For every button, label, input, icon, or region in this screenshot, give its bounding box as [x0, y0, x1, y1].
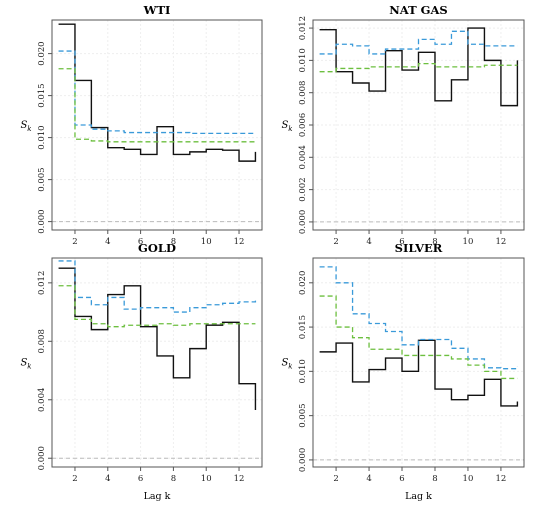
- x-tick-label: 2: [72, 474, 77, 484]
- x-tick-label: 2: [333, 474, 338, 484]
- x-axis-label: Lag k: [144, 491, 171, 502]
- x-tick-label: 6: [399, 237, 404, 247]
- y-tick-label: 0.002: [298, 177, 308, 201]
- y-tick-label: 0.012: [37, 271, 47, 295]
- plot-frame: [312, 257, 525, 468]
- y-tick-label: 0.006: [298, 113, 308, 137]
- y-axis-label-main: S: [20, 358, 27, 369]
- plot-frame: [51, 19, 263, 231]
- y-axis-label-main: S: [20, 120, 27, 131]
- series-solid-black: [58, 267, 257, 410]
- x-tick-label: 8: [432, 474, 437, 484]
- y-tick-label: 0.005: [37, 167, 47, 191]
- x-tick-label: 6: [138, 474, 143, 484]
- series-dashed-green: [319, 62, 518, 73]
- x-tick-label: 12: [234, 237, 245, 247]
- series-dashed-blue: [58, 50, 256, 135]
- x-tick-label: 10: [201, 237, 212, 247]
- y-tick-label: 0.012: [298, 16, 308, 40]
- x-tick-label: 8: [432, 237, 437, 247]
- panel-title: WTI: [143, 3, 171, 17]
- panel-gold: GOLD 2 4 6 8 10 12 0.000 0.004 0.008 0.012 Sk Lag k: [20, 241, 263, 502]
- x-tick-label: 6: [399, 474, 404, 484]
- x-tick-label: 12: [496, 474, 507, 484]
- y-tick-label: 0.000: [37, 209, 47, 233]
- x-tick-label: 12: [234, 474, 245, 484]
- series-solid-black: [319, 339, 519, 407]
- y-tick-label: 0.015: [298, 315, 308, 339]
- x-tick-label: 4: [366, 474, 371, 484]
- x-tick-label: 8: [171, 237, 176, 247]
- x-tick-label: 10: [463, 237, 474, 247]
- x-axis-label: Lag k: [405, 491, 432, 502]
- panel-nat-gas: NAT GAS 2 4 6 8 10 12 0.000 0.002 0.004 0.006 0.008…: [281, 3, 525, 247]
- x-tick-label: 2: [333, 237, 338, 247]
- x-tick-label: 12: [496, 237, 507, 247]
- y-axis-label-main: S: [281, 120, 288, 131]
- y-tick-label: 0.020: [37, 41, 47, 65]
- y-tick-label: 0.008: [37, 329, 47, 353]
- x-tick-label: 10: [201, 474, 212, 484]
- series-solid-black: [319, 27, 519, 107]
- series-dashed-blue: [319, 30, 518, 55]
- y-axis-label-subscript: k: [288, 363, 292, 371]
- panel-wti: WTI 2 4 6 8 10 12 0.000 0.005 0.010 0.015 0.020 Sk: [20, 3, 263, 247]
- y-axis-label-subscript: k: [288, 125, 292, 133]
- y-axis-label-subscript: k: [27, 125, 31, 133]
- y-axis-label-subscript: k: [27, 363, 31, 371]
- y-axis-label: Sk: [281, 120, 292, 133]
- panel-silver: SILVER 2 4 6 8 10 12 0.000 0.005 0.010 0.015 0.020 S…: [281, 241, 525, 502]
- x-tick-label: 4: [105, 474, 110, 484]
- x-tick-label: 4: [105, 237, 110, 247]
- y-tick-label: 0.010: [37, 125, 47, 149]
- y-axis-label: Sk: [20, 120, 31, 133]
- y-axis-label-main: S: [281, 358, 288, 369]
- y-tick-label: 0.015: [37, 83, 47, 107]
- y-tick-label: 0.008: [298, 81, 308, 105]
- series-dashed-blue: [319, 266, 519, 370]
- y-tick-label: 0.010: [298, 359, 308, 383]
- x-tick-label: 8: [171, 474, 176, 484]
- panel-title: GOLD: [138, 241, 176, 255]
- y-tick-label: 0.004: [37, 388, 47, 412]
- y-tick-label: 0.005: [298, 403, 308, 427]
- y-axis-label: Sk: [20, 358, 31, 371]
- y-tick-label: 0.010: [298, 48, 308, 72]
- panel-title: SILVER: [395, 241, 443, 255]
- y-axis-label: Sk: [281, 358, 292, 371]
- y-tick-label: 0.000: [298, 210, 308, 234]
- x-tick-label: 2: [72, 237, 77, 247]
- series-solid-black: [58, 23, 257, 162]
- series-dashed-green: [58, 68, 256, 143]
- series-dashed-blue: [58, 260, 257, 313]
- x-tick-label: 10: [463, 474, 474, 484]
- y-tick-label: 0.020: [298, 271, 308, 295]
- series-dashed-green: [319, 295, 518, 380]
- series-dashed-green: [58, 285, 256, 328]
- plot-frame: [51, 257, 263, 468]
- panel-title: NAT GAS: [389, 3, 447, 17]
- y-tick-label: 0.004: [298, 145, 308, 169]
- y-tick-label: 0.000: [37, 446, 47, 470]
- y-tick-label: 0.000: [298, 448, 308, 472]
- x-tick-label: 4: [366, 237, 371, 247]
- x-tick-label: 6: [138, 237, 143, 247]
